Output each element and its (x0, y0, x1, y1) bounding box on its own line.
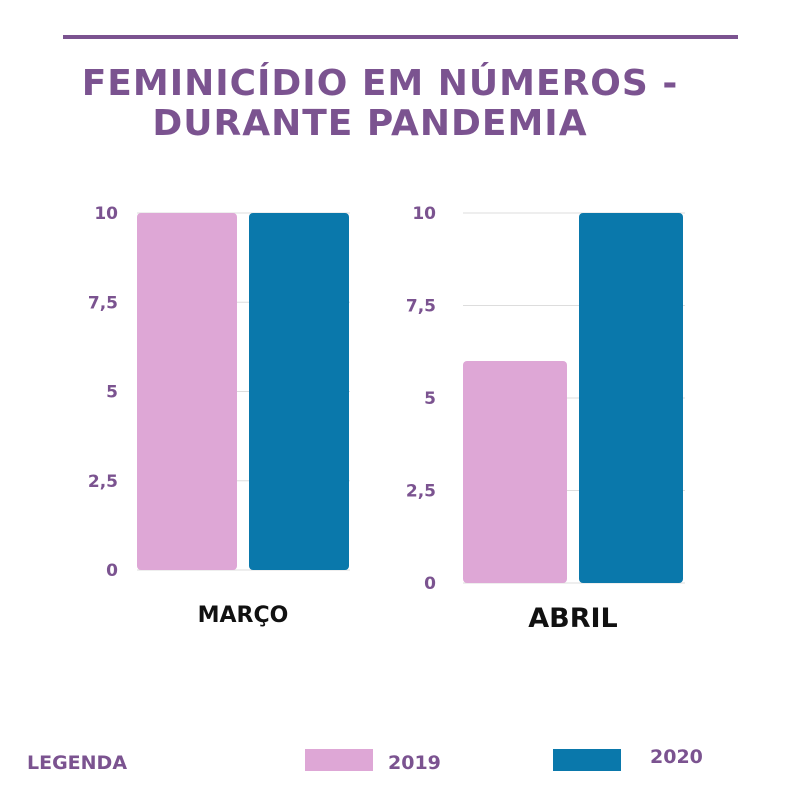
y-tick-label: 10 (94, 204, 118, 224)
legend-label-2020: 2020 (650, 746, 703, 768)
chart-title-line-2: DURANTE PANDEMIA (152, 103, 588, 144)
y-tick-label: 5 (424, 389, 436, 409)
bar-2020 (249, 213, 349, 570)
legend-title: LEGENDA (27, 752, 128, 774)
legend-swatch-2020 (553, 749, 621, 771)
y-tick-label: 2,5 (406, 482, 436, 502)
y-tick-label: 5 (106, 383, 118, 403)
y-tick-label: 0 (424, 574, 436, 594)
y-tick-label: 7,5 (88, 293, 118, 313)
chart-title-line-1: FEMINICÍDIO EM NÚMEROS - (81, 63, 679, 104)
bar-2020 (579, 213, 683, 583)
y-tick-label: 0 (106, 561, 118, 581)
category-label: MARÇO (198, 603, 289, 628)
category-label: ABRIL (528, 603, 618, 634)
legend-label-2019: 2019 (388, 752, 441, 774)
top-rule (63, 35, 738, 39)
legend-swatch-2019 (305, 749, 373, 771)
bar-2019 (137, 213, 237, 570)
y-tick-label: 10 (412, 204, 436, 224)
y-tick-label: 2,5 (88, 472, 118, 492)
y-tick-label: 7,5 (406, 297, 436, 317)
bar-2019 (463, 361, 567, 583)
